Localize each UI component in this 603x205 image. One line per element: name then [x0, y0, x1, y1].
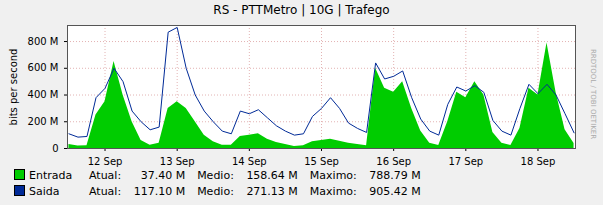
svg-text:600 M: 600 M — [28, 62, 59, 73]
html-text:905.42 M: 905.42 M — [369, 185, 421, 198]
html-text:271.13 M: 271.13 M — [246, 185, 298, 198]
svg-text:bits per second: bits per second — [8, 49, 19, 126]
svg-text:17 Sep: 17 Sep — [448, 156, 483, 167]
html-text:Maximo:: Maximo: — [309, 185, 357, 198]
svg-text:14 Sep: 14 Sep — [232, 156, 267, 167]
html-text:Atual:: Atual: — [89, 185, 122, 198]
html-text:37.40 M: 37.40 M — [140, 169, 186, 182]
html-text:Medio:: Medio: — [197, 169, 234, 182]
svg-text:18 Sep: 18 Sep — [521, 156, 556, 167]
html-text:Atual:: Atual: — [89, 169, 122, 182]
html-text:Saida: Saida — [29, 185, 60, 198]
html-text:RS - PTTMetro | 10G | Trafego: RS - PTTMetro | 10G | Trafego — [213, 3, 390, 17]
svg-text:12 Sep: 12 Sep — [88, 156, 123, 167]
html-text:Entrada: Entrada — [29, 169, 73, 182]
svg-text:15 Sep: 15 Sep — [304, 156, 339, 167]
html-text:RRDTOOL / TOBI OETIKER: RRDTOOL / TOBI OETIKER — [589, 48, 597, 140]
svg-text:400 M: 400 M — [28, 89, 59, 100]
svg-text:800 M: 800 M — [28, 36, 59, 47]
html-text:788.79 M: 788.79 M — [369, 169, 421, 182]
svg-text:13 Sep: 13 Sep — [160, 156, 195, 167]
html-text:Medio:: Medio: — [197, 185, 234, 198]
svg-text:16 Sep: 16 Sep — [376, 156, 411, 167]
svg-text:200 M: 200 M — [28, 116, 59, 127]
html-text:158.64 M: 158.64 M — [246, 169, 298, 182]
html-text:117.10 M: 117.10 M — [133, 185, 186, 198]
html-text:Maximo:: Maximo: — [309, 169, 357, 182]
svg-text:0: 0 — [52, 143, 58, 154]
